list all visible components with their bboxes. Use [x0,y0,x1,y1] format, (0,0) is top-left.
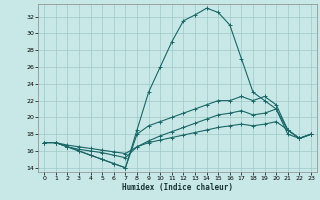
X-axis label: Humidex (Indice chaleur): Humidex (Indice chaleur) [122,183,233,192]
